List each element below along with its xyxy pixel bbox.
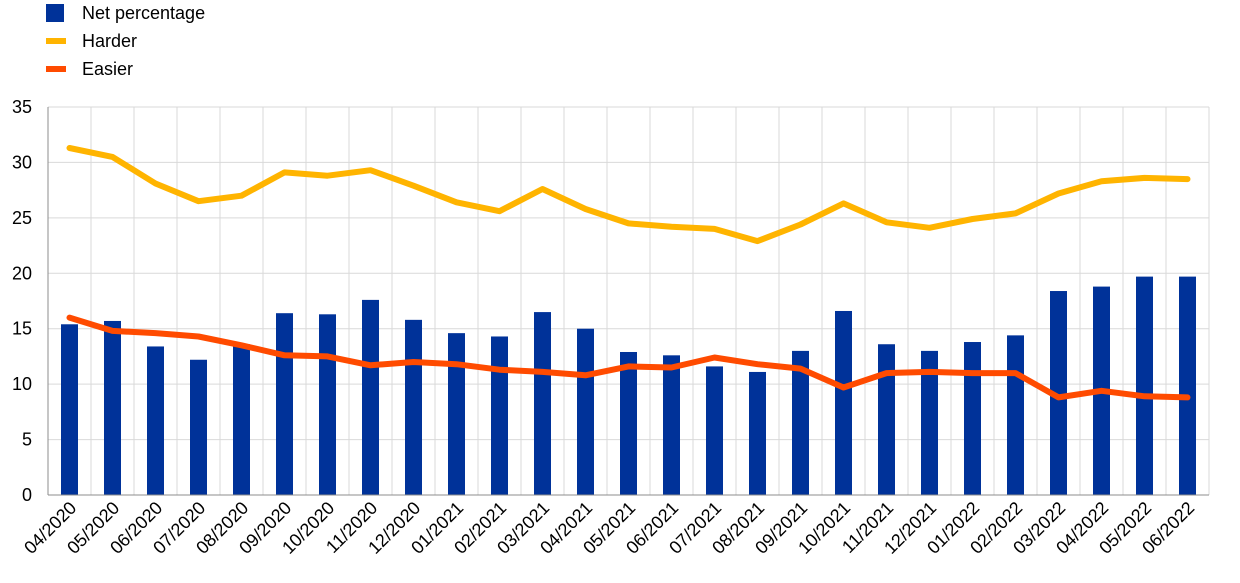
grid xyxy=(47,106,1210,495)
bar xyxy=(1179,276,1196,495)
y-tick-label: 30 xyxy=(12,152,32,172)
y-tick-label: 20 xyxy=(12,263,32,283)
y-axis-ticks: 0 5 10 15 20 25 30 35 xyxy=(12,97,32,505)
bar xyxy=(835,310,852,495)
y-tick-label: 15 xyxy=(12,319,32,339)
legend-swatch-harder xyxy=(46,38,66,44)
bar xyxy=(878,344,895,495)
bar xyxy=(792,350,809,495)
x-axis-ticks: 04/202005/202006/202007/202008/202009/20… xyxy=(20,498,1198,558)
y-tick-label: 0 xyxy=(22,485,32,505)
bar xyxy=(663,355,680,495)
legend-label-harder: Harder xyxy=(82,31,138,51)
y-tick-label: 10 xyxy=(12,374,32,394)
bar xyxy=(104,320,121,495)
axes xyxy=(47,107,1209,496)
line-series xyxy=(66,145,1191,401)
bar xyxy=(620,351,637,495)
line-easier xyxy=(66,314,1191,401)
bar xyxy=(491,336,508,495)
bar xyxy=(1050,291,1067,495)
y-tick-label: 5 xyxy=(22,430,32,450)
bar xyxy=(964,342,981,495)
bar xyxy=(534,312,551,495)
legend-swatch-easier xyxy=(46,66,66,72)
bar xyxy=(1136,276,1153,495)
bar xyxy=(749,371,766,495)
bar xyxy=(448,333,465,495)
bar xyxy=(921,350,938,495)
line-harder xyxy=(66,145,1191,245)
legend-label-net-percentage: Net percentage xyxy=(82,3,206,23)
bar-series-net-percentage xyxy=(61,276,1196,495)
bar xyxy=(405,319,422,495)
bar xyxy=(706,366,723,495)
bar xyxy=(1007,335,1024,495)
bar xyxy=(190,359,207,495)
y-tick-label: 35 xyxy=(12,97,32,117)
legend-swatch-net-percentage xyxy=(46,4,64,22)
legend-label-easier: Easier xyxy=(82,59,134,79)
bar xyxy=(147,346,164,495)
bar xyxy=(233,344,250,495)
bar xyxy=(276,313,293,495)
bar xyxy=(577,328,594,495)
bar xyxy=(362,299,379,495)
y-tick-label: 25 xyxy=(12,208,32,228)
bar xyxy=(319,314,336,495)
bar xyxy=(61,324,78,495)
